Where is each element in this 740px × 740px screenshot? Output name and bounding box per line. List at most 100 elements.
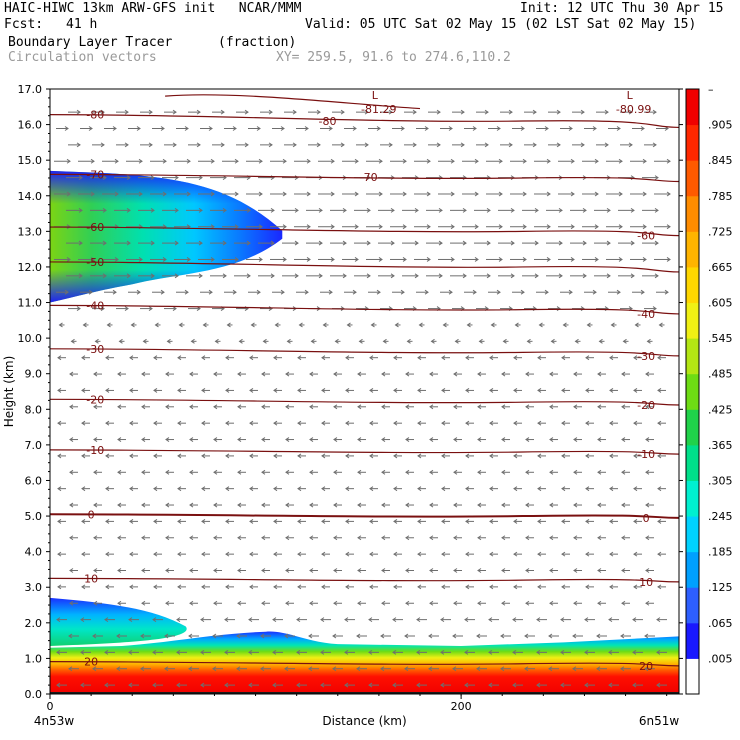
circulation-vector (501, 404, 510, 410)
circulation-vector (154, 322, 161, 328)
circulation-vector (294, 257, 311, 262)
circulation-vector (321, 584, 330, 590)
circulation-vector (333, 371, 342, 377)
circulation-vector (344, 289, 357, 295)
circulation-vector (394, 322, 401, 328)
circulation-vector (282, 175, 299, 181)
circulation-vector (224, 617, 235, 623)
circulation-vector (332, 666, 343, 672)
circulation-vector (237, 535, 246, 541)
circulation-vector (454, 338, 461, 344)
circulation-vector (57, 420, 66, 426)
circulation-vector (429, 469, 438, 475)
circulation-vector (105, 518, 114, 524)
circulation-vector (525, 535, 534, 541)
circulation-vector (165, 437, 174, 442)
circulation-vector (344, 126, 357, 131)
circulation-vector (357, 600, 366, 606)
circulation-vector (549, 469, 558, 475)
circulation-vector (657, 551, 666, 557)
circulation-vector (440, 682, 451, 688)
circulation-vector (57, 453, 66, 459)
circulation-vector (152, 682, 163, 688)
circulation-vector (93, 469, 102, 475)
y-tick-label: 0.0 (25, 688, 43, 701)
circulation-vector (258, 273, 275, 279)
circulation-vector (164, 633, 175, 639)
circulation-vector (501, 535, 510, 541)
contour-label: 10 (639, 576, 653, 589)
circulation-vector (644, 666, 655, 672)
circulation-vector (585, 355, 594, 361)
circulation-vector (633, 518, 642, 524)
circulation-vector (189, 502, 198, 508)
circulation-vector (417, 518, 426, 524)
circulation-vector (285, 404, 294, 410)
circulation-vector (285, 437, 294, 442)
y-tick-label: 12.0 (18, 261, 43, 274)
circulation-vector (248, 126, 261, 131)
circulation-vector (656, 617, 667, 623)
y-tick-label: 13.0 (18, 225, 43, 238)
y-tick-label: 1.0 (25, 652, 43, 665)
circulation-vector (128, 649, 139, 655)
circulation-vector (558, 191, 575, 197)
circulation-vector (402, 240, 419, 246)
circulation-vector (573, 568, 582, 573)
circulation-vector (368, 682, 379, 688)
contour-label: 20 (84, 656, 98, 669)
circulation-vector (369, 453, 378, 459)
circulation-vector (210, 273, 227, 279)
circulation-vector (418, 322, 425, 328)
circulation-vector (138, 207, 155, 213)
circulation-vector (417, 420, 426, 426)
circulation-vector (309, 600, 318, 606)
circulation-vector (570, 207, 587, 213)
y-tick-label: 7.0 (25, 439, 43, 452)
circulation-vector (645, 371, 654, 377)
circulation-vector (93, 600, 102, 606)
circulation-vector (237, 437, 246, 442)
circulation-vector (165, 469, 174, 475)
circulation-vector (345, 486, 354, 492)
circulation-vector (549, 568, 558, 573)
circulation-vector (310, 338, 317, 344)
circulation-vector (510, 191, 527, 197)
minimum-marker: L (627, 89, 634, 102)
circulation-vector (513, 355, 522, 361)
colorbar-label: .185 (708, 546, 733, 559)
circulation-vector (354, 240, 371, 246)
circulation-vector (438, 158, 455, 164)
circulation-vector (68, 306, 81, 311)
circulation-vector (58, 322, 65, 328)
circulation-vector (526, 338, 533, 344)
circulation-vector (633, 388, 642, 393)
circulation-vector (166, 338, 173, 344)
circulation-vector (369, 486, 378, 492)
circulation-vector (405, 535, 414, 541)
circulation-vector (414, 191, 431, 197)
circulation-vector (474, 273, 491, 279)
circulation-vector (262, 338, 269, 344)
circulation-vector (105, 453, 114, 459)
circulation-vector (92, 666, 103, 672)
circulation-vector (165, 502, 174, 508)
circulation-vector (513, 584, 522, 590)
circulation-vector (294, 191, 311, 197)
circulation-vector (57, 518, 66, 524)
circulation-vector (260, 306, 273, 311)
circulation-vector (249, 584, 258, 590)
circulation-vector (105, 388, 114, 393)
circulation-vector (585, 518, 594, 524)
colorbar-swatch (686, 195, 699, 232)
circulation-vector (608, 682, 619, 688)
circulation-vector (320, 617, 331, 623)
circulation-vector (380, 109, 393, 115)
x-right-location: 6n51w (639, 714, 680, 728)
circulation-vector (249, 420, 258, 426)
circulation-vector (632, 289, 645, 295)
colorbar-swatch (686, 551, 699, 588)
circulation-vector (105, 420, 114, 426)
circulation-vector (450, 175, 467, 181)
